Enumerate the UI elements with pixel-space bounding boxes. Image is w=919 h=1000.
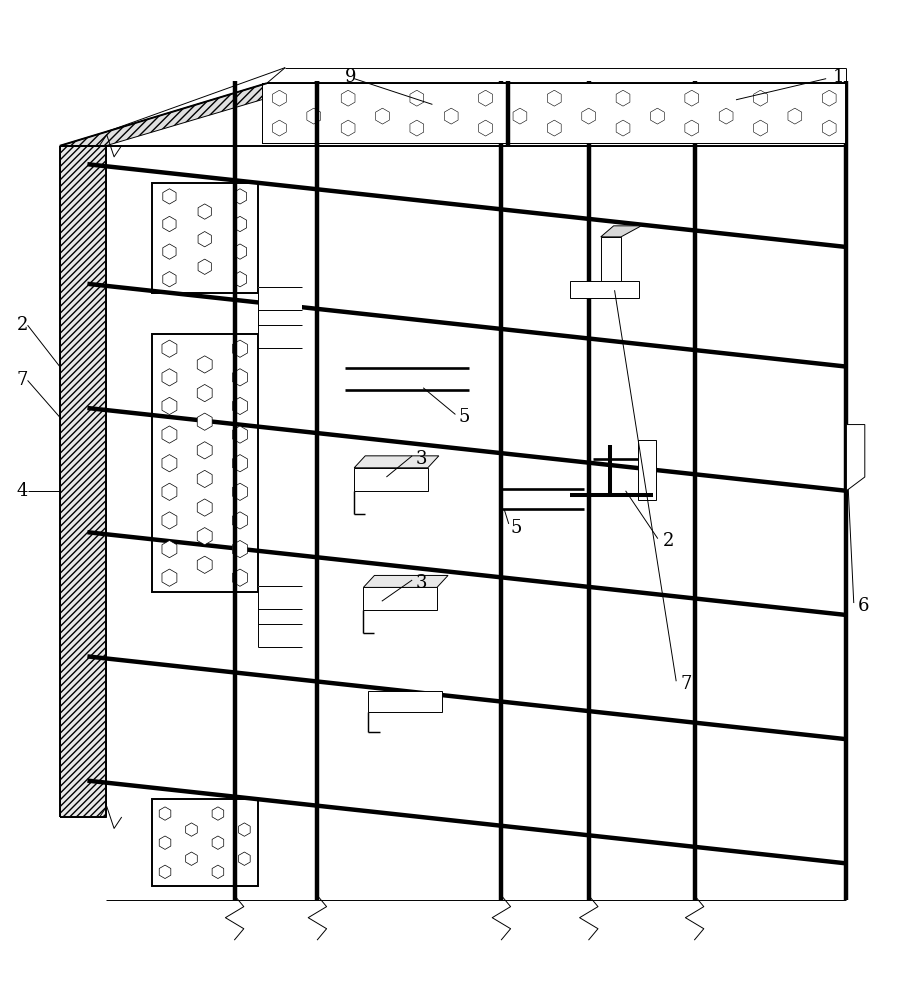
Text: 2: 2 [662,532,673,550]
FancyBboxPatch shape [152,334,257,592]
FancyBboxPatch shape [257,310,301,348]
FancyBboxPatch shape [570,281,639,298]
Text: 1: 1 [832,68,844,86]
Text: 3: 3 [415,574,427,592]
Text: 7: 7 [17,371,28,389]
Text: 4: 4 [17,482,28,500]
Text: 9: 9 [345,68,357,86]
FancyBboxPatch shape [60,146,106,817]
Polygon shape [354,456,438,468]
Polygon shape [600,226,641,237]
Text: 7: 7 [680,675,691,693]
Text: 2: 2 [17,316,28,334]
Polygon shape [845,425,864,491]
FancyBboxPatch shape [257,586,301,624]
Text: 3: 3 [415,450,427,468]
FancyBboxPatch shape [152,183,257,293]
Polygon shape [262,83,845,143]
FancyBboxPatch shape [354,468,427,491]
FancyBboxPatch shape [363,587,437,610]
Polygon shape [363,575,448,587]
FancyBboxPatch shape [257,609,301,647]
Text: 5: 5 [458,408,469,426]
Text: 5: 5 [510,519,521,537]
FancyBboxPatch shape [152,799,257,886]
FancyBboxPatch shape [257,287,301,325]
FancyBboxPatch shape [368,691,441,712]
FancyBboxPatch shape [600,237,620,281]
Polygon shape [60,83,317,146]
FancyBboxPatch shape [637,440,655,500]
Text: 6: 6 [857,597,868,615]
